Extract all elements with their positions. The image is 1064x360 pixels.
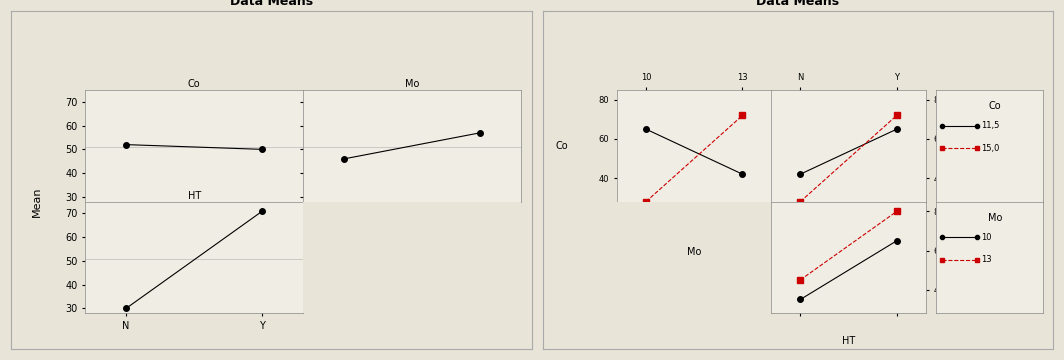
Title: Main Effects Plot for EL950
Data Means: Main Effects Plot for EL950 Data Means [177, 0, 366, 8]
Title: Mo: Mo [405, 79, 419, 89]
Text: 15,0: 15,0 [981, 144, 999, 153]
Text: Mo: Mo [687, 247, 701, 257]
Title: Co: Co [188, 79, 200, 89]
Text: 10: 10 [981, 233, 992, 242]
Text: Co: Co [555, 141, 568, 151]
Text: Co: Co [988, 101, 1001, 111]
Title: HT: HT [187, 191, 201, 201]
Text: 11,5: 11,5 [981, 121, 999, 130]
Text: Mean: Mean [32, 186, 43, 217]
Text: 13: 13 [981, 255, 992, 264]
Text: Mo: Mo [987, 213, 1002, 223]
Text: HT: HT [842, 336, 855, 346]
Title: Interaction Plot for EL950
Data Means: Interaction Plot for EL950 Data Means [708, 0, 888, 8]
